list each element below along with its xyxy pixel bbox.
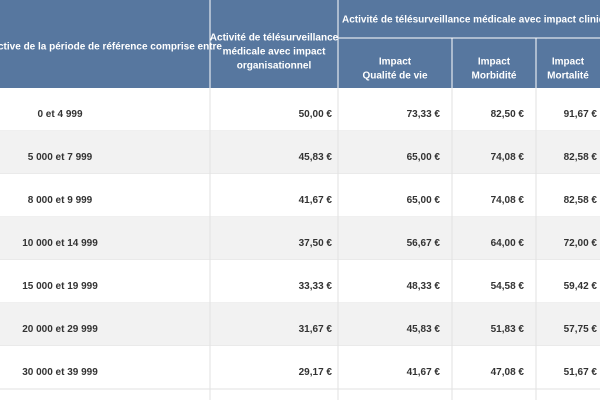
cell: 74,08 €	[491, 152, 525, 163]
cell: 72,00 €	[564, 238, 598, 249]
row-bg	[0, 88, 600, 131]
header-cell: ctive de la période de référence compris…	[0, 42, 222, 53]
cell: 30 000 et 39 999	[22, 367, 98, 378]
cell: 82,58 €	[564, 195, 598, 206]
header-cell: Qualité de vie	[362, 71, 427, 82]
header-group: Activité de télésurveillance médicale av…	[342, 15, 600, 26]
cell: 65,00 €	[407, 195, 441, 206]
cell: 8 000 et 9 999	[28, 195, 93, 206]
header-cell: Mortalité	[547, 71, 589, 82]
cell: 0 et 4 999	[37, 109, 82, 120]
cell: 54,58 €	[491, 281, 525, 292]
cell: 15 000 et 19 999	[22, 281, 98, 292]
row-bg	[0, 346, 600, 389]
header-cell: Activité de télésurveillance	[210, 33, 339, 44]
cell: 73,33 €	[407, 109, 441, 120]
row-bg	[0, 389, 600, 400]
cell: 56,67 €	[407, 238, 441, 249]
header-bg	[0, 0, 600, 88]
row-bg	[0, 131, 600, 174]
row-bg	[0, 303, 600, 346]
cell: 57,75 €	[564, 324, 598, 335]
cell: 45,83 €	[299, 152, 333, 163]
cell: 51,67 €	[564, 367, 598, 378]
header-cell: Impact	[379, 57, 412, 68]
cell: 82,58 €	[564, 152, 598, 163]
cell: 41,67 €	[299, 195, 333, 206]
cell: 31,67 €	[299, 324, 333, 335]
header-cell: organisationnel	[237, 61, 312, 72]
cell: 5 000 et 7 999	[28, 152, 93, 163]
header-cell: Impact	[552, 57, 585, 68]
cell: 41,67 €	[407, 367, 441, 378]
cell: 47,08 €	[491, 367, 525, 378]
cell: 50,00 €	[299, 109, 333, 120]
cell: 48,33 €	[407, 281, 441, 292]
cell: 10 000 et 14 999	[22, 238, 98, 249]
cell: 65,00 €	[407, 152, 441, 163]
cell: 45,83 €	[407, 324, 441, 335]
header-cell: Impact	[478, 57, 511, 68]
row-bg	[0, 260, 600, 303]
cell: 33,33 €	[299, 281, 333, 292]
cell: 20 000 et 29 999	[22, 324, 98, 335]
cell: 37,50 €	[299, 238, 333, 249]
cell: 51,83 €	[491, 324, 525, 335]
row-bg	[0, 217, 600, 260]
cell: 82,50 €	[491, 109, 525, 120]
cell: 91,67 €	[564, 109, 598, 120]
cell: 74,08 €	[491, 195, 525, 206]
row-bg	[0, 174, 600, 217]
header-cell: Morbidité	[472, 71, 517, 82]
header-cell: médicale avec impact	[223, 47, 327, 58]
cell: 59,42 €	[564, 281, 598, 292]
cell: 64,00 €	[491, 238, 525, 249]
cell: 29,17 €	[299, 367, 333, 378]
